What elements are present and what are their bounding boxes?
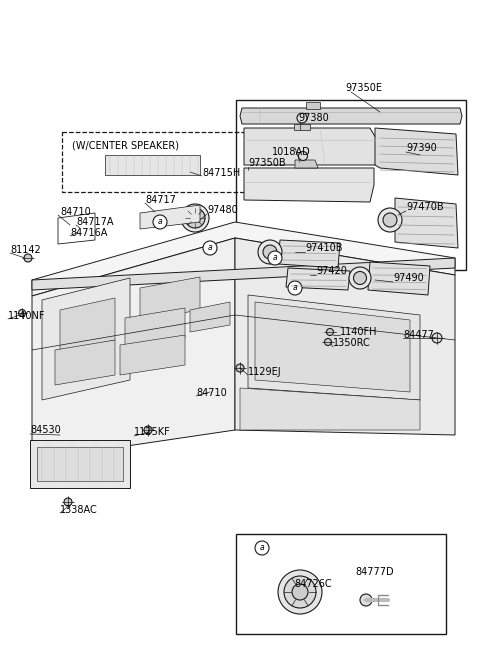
Circle shape	[324, 338, 332, 346]
Bar	[236, 534, 446, 634]
Text: 1129EJ: 1129EJ	[248, 367, 282, 377]
Circle shape	[360, 594, 372, 606]
Polygon shape	[375, 128, 458, 175]
Text: 84717: 84717	[145, 195, 176, 205]
Text: 97380: 97380	[298, 113, 329, 123]
Polygon shape	[140, 205, 200, 229]
Polygon shape	[240, 388, 420, 430]
Circle shape	[353, 272, 367, 285]
Text: 84710: 84710	[60, 207, 91, 217]
Polygon shape	[286, 268, 350, 290]
Circle shape	[297, 113, 307, 123]
Text: 1125KF: 1125KF	[134, 427, 171, 437]
Polygon shape	[244, 128, 380, 165]
Polygon shape	[395, 198, 458, 248]
Circle shape	[292, 584, 308, 600]
Polygon shape	[140, 277, 200, 320]
Circle shape	[255, 541, 269, 555]
Polygon shape	[32, 238, 235, 460]
Polygon shape	[125, 308, 185, 348]
Circle shape	[258, 240, 282, 264]
Bar	[105, 155, 200, 175]
Text: 97470B: 97470B	[406, 202, 444, 212]
Text: 97390: 97390	[406, 143, 437, 153]
Polygon shape	[278, 240, 340, 268]
Text: a: a	[293, 283, 297, 293]
Text: 1140FH: 1140FH	[340, 327, 377, 337]
Polygon shape	[60, 298, 115, 352]
Circle shape	[181, 204, 209, 232]
Text: 97350B: 97350B	[248, 158, 286, 168]
Text: 84715H: 84715H	[202, 168, 240, 178]
Text: 97350E: 97350E	[345, 83, 382, 93]
Circle shape	[326, 329, 334, 335]
Text: (W/CENTER SPEAKER): (W/CENTER SPEAKER)	[72, 140, 179, 150]
Text: 1350RC: 1350RC	[333, 338, 371, 348]
Circle shape	[236, 364, 244, 372]
Polygon shape	[190, 302, 230, 332]
Bar	[62, 132, 302, 192]
Polygon shape	[120, 335, 185, 375]
Circle shape	[144, 426, 152, 434]
Text: 1140NF: 1140NF	[8, 311, 46, 321]
Polygon shape	[32, 258, 455, 290]
Circle shape	[284, 576, 316, 608]
Text: 84777D: 84777D	[355, 567, 394, 577]
Polygon shape	[294, 124, 310, 130]
Text: a: a	[158, 218, 162, 226]
Text: 97480: 97480	[207, 205, 238, 215]
Polygon shape	[248, 295, 420, 400]
Text: a: a	[273, 253, 277, 262]
Circle shape	[299, 152, 308, 161]
Polygon shape	[295, 160, 318, 168]
Text: 97420: 97420	[316, 266, 347, 276]
Text: 84710: 84710	[196, 388, 227, 398]
Polygon shape	[42, 278, 130, 400]
Text: 1018AD: 1018AD	[272, 147, 311, 157]
Circle shape	[153, 215, 167, 229]
Text: a: a	[260, 544, 264, 552]
Bar	[30, 440, 130, 488]
Circle shape	[268, 251, 282, 265]
Text: 1338AC: 1338AC	[60, 505, 98, 515]
Polygon shape	[240, 108, 462, 124]
Text: 84726C: 84726C	[294, 579, 332, 589]
Circle shape	[19, 310, 25, 316]
Circle shape	[263, 245, 277, 259]
Polygon shape	[255, 302, 410, 392]
Text: 81142: 81142	[10, 245, 41, 255]
Bar	[236, 100, 466, 270]
Circle shape	[432, 333, 442, 343]
Circle shape	[278, 570, 322, 614]
Text: 97410B: 97410B	[305, 243, 343, 253]
Text: 84477: 84477	[403, 330, 434, 340]
Text: a: a	[208, 243, 212, 253]
Text: 84530: 84530	[30, 425, 61, 435]
Text: 97490: 97490	[393, 273, 424, 283]
Polygon shape	[306, 102, 320, 109]
Polygon shape	[32, 222, 455, 296]
Circle shape	[383, 213, 397, 227]
Circle shape	[378, 208, 402, 232]
Circle shape	[185, 208, 205, 228]
Polygon shape	[235, 238, 455, 435]
Circle shape	[349, 267, 371, 289]
Bar	[37, 447, 123, 481]
Text: 84717A: 84717A	[76, 217, 113, 227]
Polygon shape	[55, 340, 115, 385]
Polygon shape	[368, 262, 430, 295]
Circle shape	[203, 241, 217, 255]
Circle shape	[288, 281, 302, 295]
Polygon shape	[244, 168, 374, 202]
Circle shape	[24, 254, 32, 262]
Text: 84716A: 84716A	[70, 228, 108, 238]
Circle shape	[64, 498, 72, 506]
